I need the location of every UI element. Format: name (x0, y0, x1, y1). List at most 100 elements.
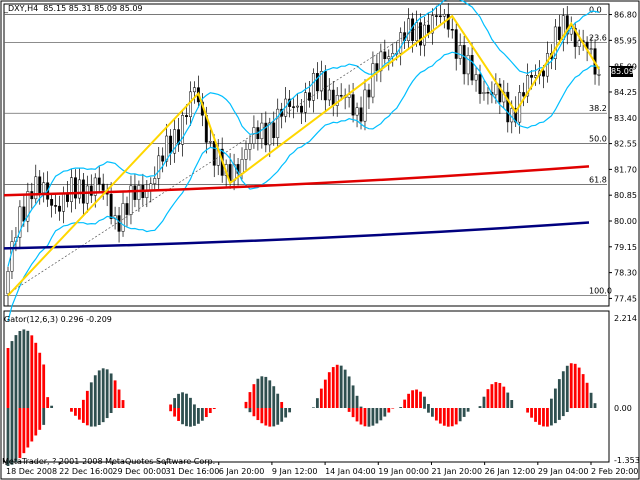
candle-body (311, 73, 315, 101)
gator-bar-upper (244, 401, 248, 408)
gator-bar-upper (81, 399, 85, 408)
candle-body (534, 75, 537, 78)
candle-body (597, 74, 601, 76)
gator-bar-lower (284, 408, 288, 418)
candle-body (125, 203, 129, 215)
candle-body (399, 32, 403, 54)
gator-bar-lower (347, 408, 351, 412)
candle-body (173, 129, 177, 154)
gator-bar-lower (193, 408, 196, 426)
price-axis-label: 78.30 (614, 269, 637, 278)
gator-bar-upper (93, 375, 97, 408)
gator-bar-upper (510, 400, 514, 408)
gator-bar-upper (26, 330, 30, 408)
candle-body (157, 155, 161, 179)
time-axis-label: 6 Jan 20:00 (219, 467, 265, 476)
time-axis-label: 29 Jan 04:00 (538, 467, 589, 476)
lower-bollinger-band (7, 51, 600, 322)
gator-bar-upper (331, 367, 335, 408)
candle-body (542, 70, 545, 77)
candle-body (137, 185, 141, 200)
gator-bar-lower (196, 408, 200, 424)
candle-body (323, 71, 327, 101)
price-axis-label: 83.40 (614, 114, 637, 123)
gator-bar-upper (335, 364, 339, 408)
gator-bar-lower (18, 408, 22, 459)
candle-body (54, 205, 58, 207)
gator-bar-lower (557, 408, 561, 420)
gator-bar-upper (101, 368, 105, 408)
gator-bar-lower (363, 408, 367, 427)
candle-body (26, 191, 30, 222)
gator-bar-lower (248, 408, 252, 413)
gator-bar-lower (208, 408, 212, 413)
gator-bar-upper (268, 380, 272, 408)
gator-bar-lower (446, 408, 450, 427)
gator-bar-upper (399, 407, 403, 408)
fibo-level-label: 50.0 (589, 135, 607, 144)
fibo-level-label: 23.6 (589, 33, 607, 42)
gator-bar-lower (169, 408, 173, 412)
candle-body (522, 92, 526, 97)
gator-bar-upper (10, 341, 14, 408)
gator-bar-upper (573, 363, 577, 408)
candle-body (482, 92, 486, 94)
zigzag-line (7, 14, 600, 297)
gator-bar-upper (121, 400, 125, 408)
candle-body (367, 89, 371, 98)
candle-body (307, 92, 311, 101)
gator-bar-lower (109, 408, 113, 413)
gator-bar-upper (589, 392, 593, 408)
candle-body (18, 206, 22, 238)
gator-bar-lower (387, 408, 391, 413)
candle-body (276, 108, 280, 138)
gator-bar-lower (200, 408, 204, 421)
candle-body (442, 13, 446, 17)
current-price-badge: 85.09 (611, 66, 634, 77)
gator-bar-upper (264, 376, 268, 408)
gator-bar-upper (38, 352, 42, 408)
candle-body (498, 83, 502, 103)
candle-body (252, 127, 256, 144)
candle-body (121, 203, 125, 232)
candle-body (339, 95, 343, 97)
candle-body (70, 177, 73, 202)
gator-bar-lower (550, 408, 553, 426)
gator-bar-upper (593, 403, 597, 408)
gator-bar-lower (371, 408, 375, 426)
gator-bar-upper (113, 380, 117, 408)
candle-body (93, 177, 97, 196)
gator-bar-upper (581, 374, 585, 408)
candle-body (351, 94, 355, 116)
candle-body (85, 185, 89, 204)
price-axis-label: 86.80 (614, 11, 637, 20)
gator-bar-lower (26, 408, 30, 448)
candle-body (466, 55, 470, 75)
candle-body (411, 18, 415, 41)
price-axis-label: 84.25 (614, 88, 637, 97)
gator-bar-lower (89, 408, 93, 427)
candle-body (331, 89, 335, 106)
gator-bar-upper (50, 405, 54, 408)
gator-bar-lower (70, 408, 73, 412)
candle-body (38, 176, 42, 194)
gator-bar-lower (212, 408, 216, 410)
gator-bar-lower (367, 408, 371, 427)
gator-bar-lower (359, 408, 363, 425)
gator-bar-upper (185, 393, 188, 408)
navy-moving-average (3, 221, 590, 250)
gator-bar-lower (74, 408, 77, 416)
time-axis-label: 21 Jan 20:00 (431, 467, 482, 476)
copyright-text: MetaTrader, ? 2001-2008 MetaQuotes Softw… (2, 457, 216, 466)
time-axis-label: 2 Feb 20:00 (591, 467, 638, 476)
gator-bar-upper (276, 393, 280, 408)
gator-bar-upper (193, 404, 196, 408)
time-axis-label: 26 Jan 12:00 (485, 467, 536, 476)
gator-bar-upper (42, 364, 46, 408)
gator-bar-upper (97, 370, 101, 408)
gator-bar-upper (6, 348, 10, 408)
candle-body (458, 45, 462, 59)
candle-body (530, 75, 534, 78)
